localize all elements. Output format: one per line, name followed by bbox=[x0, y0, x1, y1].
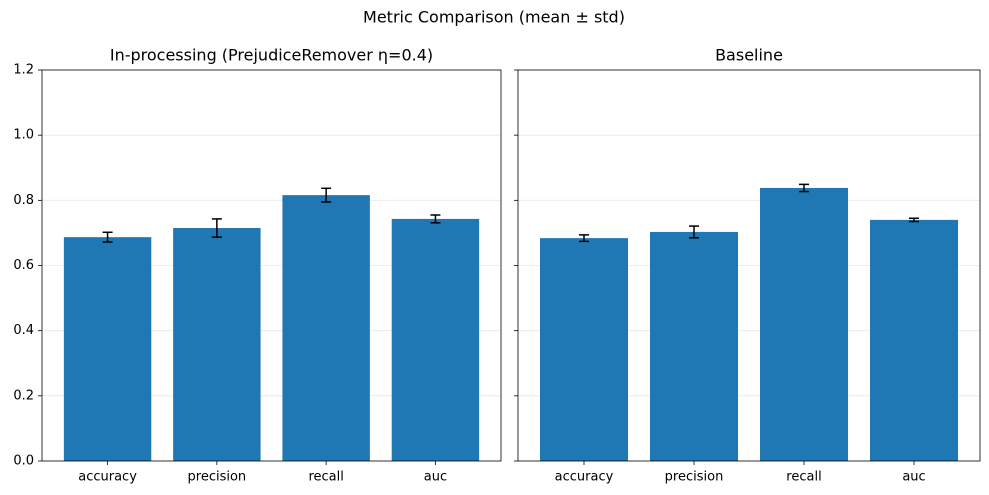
bar bbox=[540, 238, 628, 461]
subplot-title: In-processing (PrejudiceRemover η=0.4) bbox=[110, 46, 433, 65]
y-tick-label: 0.8 bbox=[13, 193, 34, 208]
bar bbox=[870, 219, 958, 461]
error-bar bbox=[211, 218, 222, 238]
bar bbox=[173, 228, 261, 461]
x-tick-label: auc bbox=[902, 470, 925, 485]
x-tick-label: precision bbox=[188, 470, 247, 485]
x-tick-label: accuracy bbox=[78, 470, 137, 485]
y-tick-label: 0.4 bbox=[13, 323, 34, 338]
axes-frame bbox=[517, 69, 981, 462]
error-bar bbox=[909, 217, 919, 223]
y-tick-label: 1.2 bbox=[13, 63, 34, 78]
error-bar bbox=[689, 225, 699, 239]
bar bbox=[391, 218, 480, 461]
x-tick-label: auc bbox=[424, 470, 447, 485]
subplot-title: Baseline bbox=[715, 46, 783, 65]
error-bar bbox=[102, 231, 113, 243]
x-tick-label: accuracy bbox=[555, 470, 614, 485]
y-tick-label: 0.0 bbox=[13, 454, 34, 469]
error-bar bbox=[799, 183, 809, 193]
x-tick-label: recall bbox=[308, 470, 343, 485]
bar bbox=[63, 237, 152, 461]
error-bar bbox=[430, 214, 441, 224]
y-tick-label: 0.2 bbox=[13, 388, 34, 403]
error-bar bbox=[321, 187, 332, 203]
bar bbox=[760, 187, 848, 461]
bar bbox=[282, 195, 370, 461]
bar bbox=[650, 231, 738, 461]
x-tick-label: recall bbox=[786, 470, 821, 485]
figure-title: Metric Comparison (mean ± std) bbox=[363, 8, 625, 27]
error-bar bbox=[579, 234, 589, 243]
axes-frame bbox=[41, 69, 502, 462]
y-tick-label: 0.6 bbox=[13, 258, 34, 273]
y-tick-label: 1.0 bbox=[13, 128, 34, 143]
x-tick-label: precision bbox=[665, 470, 724, 485]
